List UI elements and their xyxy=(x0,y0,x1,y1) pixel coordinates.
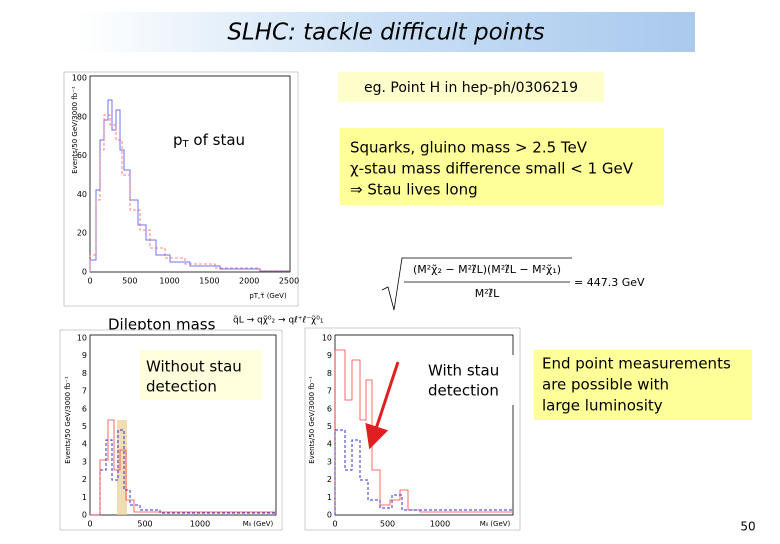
condition: Squarks, gluino mass > 2.5 TeV xyxy=(350,139,588,157)
y-tick-label: 1 xyxy=(327,493,332,502)
x-axis-label: pT,τ̃ (GeV) xyxy=(249,292,287,300)
y-tick-label: 1 xyxy=(82,493,87,502)
y-tick-label: 5 xyxy=(82,422,87,431)
title: SLHC: tackle difficult points xyxy=(227,20,544,46)
note-box xyxy=(140,350,262,400)
annotation-sub: T xyxy=(182,139,190,150)
y-tick-label: 9 xyxy=(82,351,87,360)
annotation-main: p xyxy=(173,131,183,149)
y-tick-label: 40 xyxy=(77,190,87,199)
y-tick-label: 2 xyxy=(82,475,87,484)
y-tick-label: 7 xyxy=(82,387,87,396)
x-tick-label: 500 xyxy=(137,520,152,529)
x-tick-label: 0 xyxy=(87,277,92,286)
histogram xyxy=(334,349,513,515)
y-tick-label: 0 xyxy=(327,511,332,520)
y-axis-label: Events/50 GeV/3000 fb⁻¹ xyxy=(71,86,79,174)
conclusion: large luminosity xyxy=(542,397,663,415)
y-tick-label: 8 xyxy=(327,369,332,378)
y-tick-label: 3 xyxy=(327,457,332,466)
y-tick-label: 10 xyxy=(77,334,87,343)
y-axis-label: Events/50 GeV/3000 fb⁻¹ xyxy=(64,376,72,464)
y-tick-label: 7 xyxy=(327,387,332,396)
x-tick-label: 500 xyxy=(380,520,395,529)
y-tick-label: 10 xyxy=(322,334,332,343)
x-tick-label: 2000 xyxy=(239,277,259,286)
histogram xyxy=(89,114,290,272)
x-tick-label: 1500 xyxy=(199,277,219,286)
conditions-box xyxy=(340,128,664,205)
y-axis-label: Events/50 GeV/3000 fb⁻¹ xyxy=(308,376,316,464)
x-tick-label: 2500 xyxy=(279,277,299,286)
y-tick-label: 8 xyxy=(82,369,87,378)
x-tick-label: 500 xyxy=(122,277,137,286)
y-tick-label: 5 xyxy=(327,422,332,431)
sqrt-sign xyxy=(381,257,572,311)
y-tick-label: 2 xyxy=(327,475,332,484)
note: detection xyxy=(428,382,499,400)
plot-area xyxy=(89,334,277,516)
histogram xyxy=(334,429,513,515)
y-tick-label: 6 xyxy=(327,404,332,413)
x-axis-label: Mₗₗ (GeV) xyxy=(243,520,274,528)
page-number: 50 xyxy=(740,520,755,534)
y-tick-label: 100 xyxy=(72,74,87,83)
annotation-rest: of stau xyxy=(189,131,245,149)
note: detection xyxy=(146,378,217,396)
condition: χ-stau mass difference small < 1 GeV xyxy=(350,160,634,178)
plot-area xyxy=(89,75,291,273)
y-tick-label: 6 xyxy=(82,404,87,413)
x-tick-label: 0 xyxy=(87,520,92,529)
histogram xyxy=(90,429,276,516)
x-tick-label: 1000 xyxy=(430,520,450,529)
note-box xyxy=(420,355,518,405)
y-tick-label: 3 xyxy=(82,457,87,466)
y-tick-label: 4 xyxy=(82,440,87,449)
y-tick-label: 60 xyxy=(77,151,87,160)
reference-box xyxy=(338,72,604,102)
y-tick-label: 4 xyxy=(327,440,332,449)
decay-chain: q̃L → qχ̃⁰₂ → qℓ⁺ℓ⁻χ̃⁰₁ xyxy=(233,316,324,326)
note: With stau xyxy=(428,362,499,380)
histogram xyxy=(90,419,276,516)
y-tick-label: 0 xyxy=(82,268,87,277)
conclusion: are possible with xyxy=(542,376,669,394)
x-tick-label: 1000 xyxy=(190,520,210,529)
y-tick-label: 9 xyxy=(327,351,332,360)
y-tick-label: 20 xyxy=(77,229,87,238)
x-tick-label: 1000 xyxy=(159,277,179,286)
reference: eg. Point H in hep-ph/0306219 xyxy=(364,80,578,96)
annotation: pT of stau xyxy=(173,131,245,151)
formula-numerator: (M²χ̃₂ − M²ℓ̃L)(M²ℓ̃L − M²χ̃₁) xyxy=(413,263,561,276)
x-axis-label: Mₗₗ (GeV) xyxy=(480,520,511,528)
plot-frame xyxy=(63,71,299,307)
title-bar xyxy=(78,12,695,52)
histogram xyxy=(89,99,290,272)
y-tick-label: 80 xyxy=(77,112,87,121)
formula-result: = 447.3 GeV xyxy=(574,276,645,289)
arrow xyxy=(365,361,400,450)
formula-denominator: M²ℓ̃L xyxy=(475,287,500,300)
x-tick-label: 0 xyxy=(332,520,337,529)
conclusion-box xyxy=(534,350,752,420)
y-tick-label: 0 xyxy=(82,511,87,520)
condition: ⇒ Stau lives long xyxy=(350,181,478,199)
conclusion: End point measurements xyxy=(542,355,731,373)
dilepton-label: Dilepton mass xyxy=(108,316,216,334)
highlight xyxy=(117,420,127,515)
note: Without stau xyxy=(146,358,242,376)
